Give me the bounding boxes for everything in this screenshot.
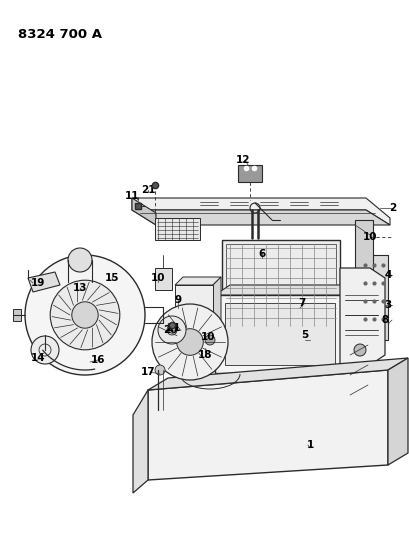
- Polygon shape: [132, 198, 155, 225]
- Text: 6: 6: [258, 249, 265, 259]
- Circle shape: [68, 248, 92, 272]
- Text: 15: 15: [104, 273, 119, 283]
- Polygon shape: [155, 268, 172, 290]
- Polygon shape: [214, 295, 344, 373]
- Polygon shape: [148, 358, 407, 390]
- Circle shape: [353, 344, 365, 356]
- Polygon shape: [359, 255, 387, 340]
- Circle shape: [155, 365, 164, 375]
- Polygon shape: [354, 220, 372, 310]
- Text: 5: 5: [301, 330, 308, 340]
- Polygon shape: [344, 285, 359, 373]
- Text: 8324 700 A: 8324 700 A: [18, 28, 102, 41]
- Text: 10: 10: [362, 232, 376, 242]
- Circle shape: [157, 316, 186, 344]
- Text: 10: 10: [151, 273, 165, 283]
- Text: 9: 9: [174, 295, 181, 305]
- Text: 20: 20: [162, 325, 177, 335]
- Polygon shape: [213, 277, 220, 333]
- Polygon shape: [214, 285, 359, 295]
- Circle shape: [72, 302, 98, 328]
- Text: 18: 18: [197, 350, 212, 360]
- Text: 17: 17: [140, 367, 155, 377]
- Polygon shape: [148, 370, 387, 480]
- Text: 16: 16: [90, 355, 105, 365]
- Bar: [225, 303, 334, 365]
- Polygon shape: [387, 358, 407, 465]
- Circle shape: [31, 336, 59, 364]
- Polygon shape: [28, 272, 60, 292]
- Text: 4: 4: [383, 270, 391, 280]
- Text: 3: 3: [384, 300, 391, 310]
- Text: 19: 19: [31, 278, 45, 288]
- Polygon shape: [133, 390, 148, 493]
- Text: 21: 21: [165, 323, 180, 333]
- Circle shape: [204, 335, 214, 345]
- Polygon shape: [155, 218, 200, 240]
- Bar: [225, 244, 335, 326]
- Polygon shape: [339, 268, 384, 365]
- Text: 21: 21: [140, 185, 155, 195]
- Text: 12: 12: [235, 155, 249, 165]
- Polygon shape: [132, 198, 389, 225]
- Text: 14: 14: [31, 353, 45, 363]
- Text: 13: 13: [72, 283, 87, 293]
- Text: 10: 10: [200, 332, 215, 342]
- Circle shape: [176, 329, 203, 356]
- Circle shape: [166, 325, 177, 335]
- Polygon shape: [13, 309, 21, 321]
- Circle shape: [25, 255, 145, 375]
- Text: 2: 2: [389, 203, 396, 213]
- Polygon shape: [175, 285, 213, 333]
- Polygon shape: [132, 210, 389, 225]
- Polygon shape: [237, 165, 261, 182]
- Text: 7: 7: [298, 298, 305, 308]
- Text: 1: 1: [306, 440, 313, 450]
- Polygon shape: [221, 240, 339, 330]
- Polygon shape: [175, 277, 220, 285]
- Text: 11: 11: [124, 191, 139, 201]
- Text: 8: 8: [380, 315, 388, 325]
- Circle shape: [152, 304, 227, 380]
- Circle shape: [50, 280, 119, 350]
